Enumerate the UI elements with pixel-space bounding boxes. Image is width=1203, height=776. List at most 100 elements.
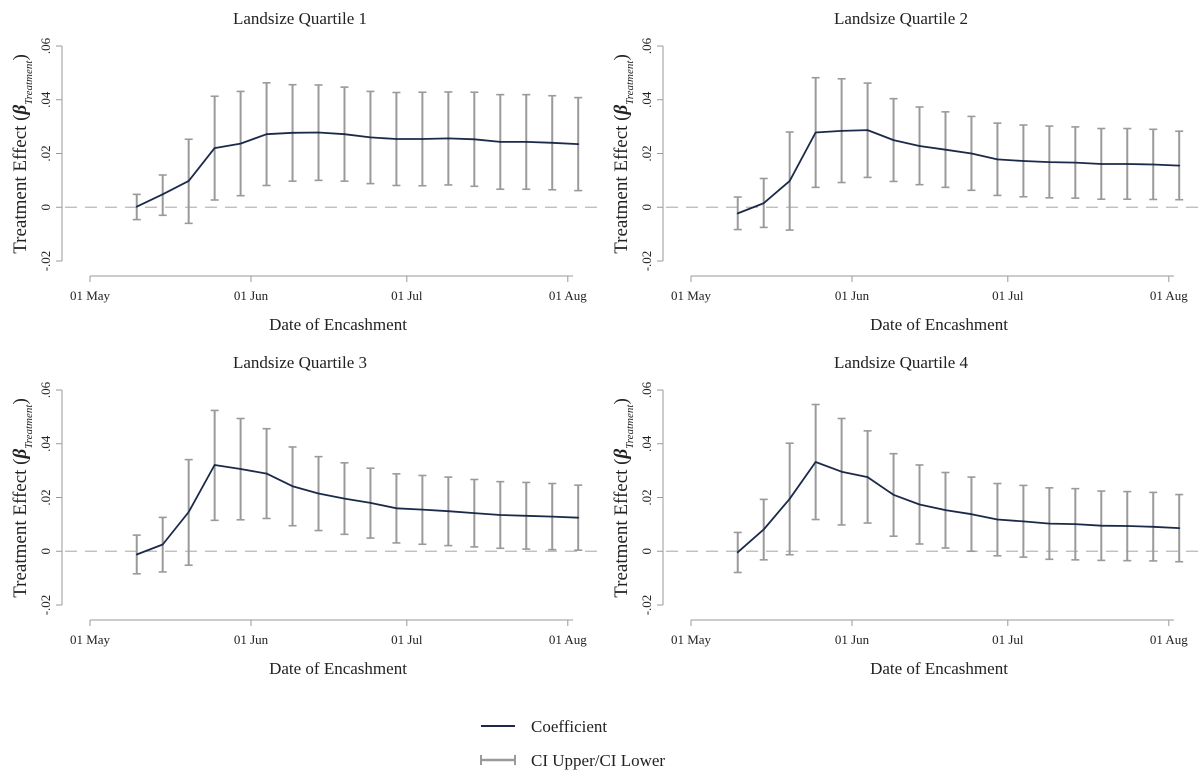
coefficient-point bbox=[187, 180, 190, 182]
coefficient-point bbox=[918, 503, 921, 506]
y-tick-label: .06 bbox=[639, 381, 654, 398]
y-tick-label: .06 bbox=[38, 381, 53, 398]
coefficient-point bbox=[1022, 160, 1025, 162]
coefficient-point bbox=[970, 513, 973, 516]
coefficient-point bbox=[944, 148, 947, 151]
coefficient-point bbox=[265, 133, 268, 136]
x-tick-label: 01 Aug bbox=[1150, 632, 1188, 647]
x-axis-label: Date of Encashment bbox=[870, 659, 1008, 678]
coefficient-point bbox=[317, 131, 320, 134]
x-tick-label: 01 Aug bbox=[549, 632, 587, 647]
coefficient-point bbox=[788, 497, 791, 500]
x-tick-label: 01 Aug bbox=[549, 288, 587, 303]
x-tick-label: 01 May bbox=[70, 632, 111, 647]
coefficient-point bbox=[239, 468, 242, 470]
coefficient-point bbox=[1074, 161, 1077, 164]
coefficient-point bbox=[421, 138, 424, 140]
coefficient-point bbox=[1178, 527, 1181, 530]
panel-4: Landsize Quartile 4 -.02 0 .02 .04 .06Treatme… bbox=[611, 353, 1201, 678]
coefficient-line bbox=[737, 129, 1180, 215]
coefficient-point bbox=[762, 528, 765, 531]
coefficient-point bbox=[421, 508, 424, 511]
coefficient-point bbox=[239, 142, 242, 145]
legend-ci-label: CI Upper/CI Lower bbox=[531, 751, 665, 770]
x-tick-label: 01 May bbox=[70, 288, 111, 303]
coefficient-point bbox=[213, 147, 216, 150]
y-axis-label: Treatment Effect (βTreatment) bbox=[10, 398, 35, 598]
coefficient-point bbox=[1074, 523, 1077, 526]
coefficient-point bbox=[1022, 520, 1025, 523]
y-tick-label: 0 bbox=[639, 204, 654, 211]
x-tick-label: 01 May bbox=[671, 288, 712, 303]
panel-1: Landsize Quartile 1 -.02 0 .02 .04 .06Treatme… bbox=[10, 9, 600, 334]
coefficient-point bbox=[840, 470, 843, 473]
coefficient-point bbox=[265, 472, 268, 475]
coefficient-point bbox=[1100, 163, 1103, 165]
coefficient-point bbox=[369, 501, 372, 504]
x-tick-label: 01 Jul bbox=[391, 632, 423, 647]
coefficient-point bbox=[1048, 522, 1051, 525]
coefficient-point bbox=[736, 212, 739, 215]
coefficient-point bbox=[1152, 525, 1155, 528]
y-tick-label: -.02 bbox=[38, 595, 53, 616]
coefficient-point bbox=[1126, 525, 1129, 527]
legend-coefficient-label: Coefficient bbox=[531, 717, 607, 736]
coefficient-point bbox=[577, 143, 580, 145]
coefficient-point bbox=[892, 493, 895, 496]
panels: Landsize Quartile 1-.020.02.04.06Treatme… bbox=[10, 9, 1201, 678]
x-tick-label: 01 Jul bbox=[992, 288, 1024, 303]
x-tick-label: 01 May bbox=[671, 632, 712, 647]
coefficient-point bbox=[447, 137, 450, 140]
coefficient-point bbox=[788, 180, 791, 182]
x-tick-label: 01 Jul bbox=[391, 288, 423, 303]
coefficient-point bbox=[866, 476, 869, 478]
coefficient-point bbox=[551, 515, 554, 518]
coefficient-point bbox=[213, 464, 216, 466]
panel-3: Landsize Quartile 3 -.02 0 .02 .04 .06Treatme… bbox=[10, 353, 600, 678]
coefficient-point bbox=[187, 511, 190, 513]
coefficient-point bbox=[525, 514, 528, 517]
x-tick-label: 01 Jun bbox=[835, 288, 870, 303]
coefficient-point bbox=[317, 492, 320, 495]
legend: Coefficient CI Upper/CI Lower bbox=[480, 717, 665, 770]
y-tick-label: .02 bbox=[38, 145, 53, 161]
coefficient-point bbox=[395, 507, 398, 510]
y-axis-label: Treatment Effect (βTreatment) bbox=[611, 54, 636, 254]
y-tick-label: 0 bbox=[639, 548, 654, 555]
coefficient-point bbox=[1126, 163, 1129, 165]
coefficient-point bbox=[996, 158, 999, 161]
y-tick-label: .02 bbox=[639, 145, 654, 161]
y-tick-label: .02 bbox=[38, 489, 53, 505]
coefficient-point bbox=[291, 131, 294, 134]
x-axis-label: Date of Encashment bbox=[269, 315, 407, 334]
y-tick-label: .04 bbox=[38, 91, 53, 108]
coefficient-point bbox=[918, 145, 921, 147]
x-tick-label: 01 Aug bbox=[1150, 288, 1188, 303]
panel-2: Landsize Quartile 2 -.02 0 .02 .04 .06Treatme… bbox=[611, 9, 1201, 334]
y-tick-label: .04 bbox=[639, 435, 654, 452]
coefficient-point bbox=[447, 510, 450, 513]
y-tick-label: .06 bbox=[38, 37, 53, 54]
panel-title: Landsize Quartile 4 bbox=[834, 353, 969, 372]
coefficient-point bbox=[1178, 164, 1181, 167]
y-tick-label: .02 bbox=[639, 489, 654, 505]
coefficient-point bbox=[499, 514, 502, 516]
y-tick-label: -.02 bbox=[38, 251, 53, 272]
coefficient-point bbox=[525, 141, 528, 143]
y-tick-label: -.02 bbox=[639, 251, 654, 272]
coefficient-line bbox=[136, 131, 579, 208]
coefficient-point bbox=[161, 193, 164, 196]
coefficient-point bbox=[996, 518, 999, 521]
coefficient-point bbox=[473, 138, 476, 141]
x-tick-label: 01 Jun bbox=[234, 632, 269, 647]
coefficient-point bbox=[814, 131, 817, 134]
coefficient-point bbox=[1152, 163, 1155, 166]
y-tick-label: .06 bbox=[639, 37, 654, 54]
x-axis-label: Date of Encashment bbox=[870, 315, 1008, 334]
coefficient-point bbox=[1100, 524, 1103, 527]
x-axis-label: Date of Encashment bbox=[269, 659, 407, 678]
y-tick-label: 0 bbox=[38, 204, 53, 211]
coefficient-point bbox=[135, 205, 138, 208]
legend-ci-swatch bbox=[480, 755, 516, 765]
